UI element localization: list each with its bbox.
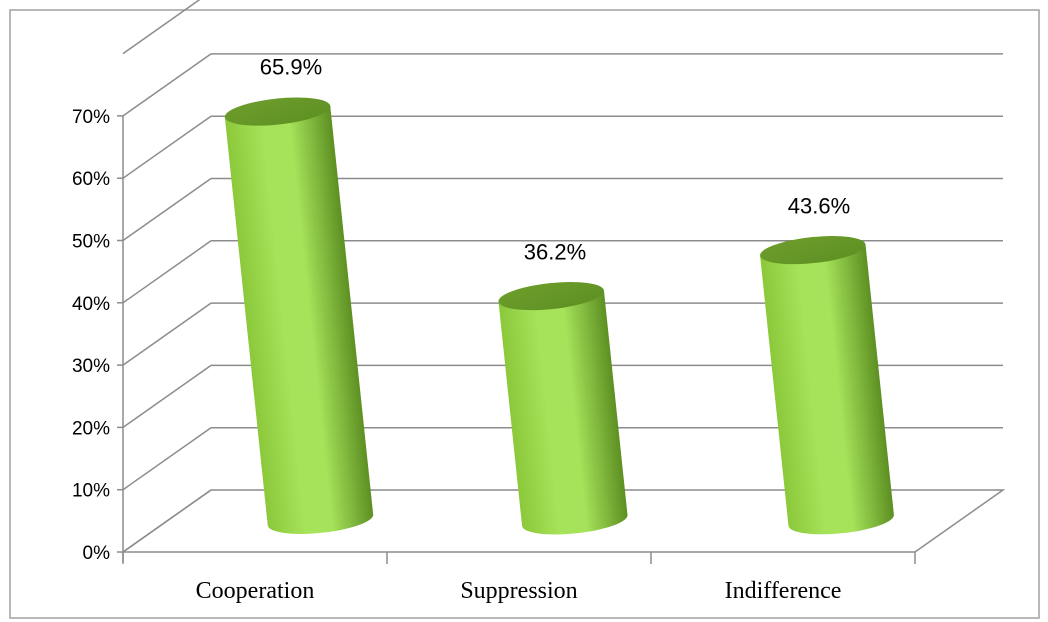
y-tick-labels: 0% 10% 20% 30% 40% 50% 60% 70% xyxy=(72,107,110,564)
x-tick-labels: Cooperation Suppression Indifference xyxy=(196,578,842,604)
side-gridline xyxy=(122,0,201,55)
bar-top xyxy=(224,97,331,126)
bar-cooperation xyxy=(224,97,374,534)
y-tick-label: 40% xyxy=(72,294,110,315)
x-tick-label: Suppression xyxy=(460,578,577,604)
bar-suppression xyxy=(498,282,628,535)
bar-top xyxy=(498,282,604,311)
data-label: 36.2% xyxy=(524,239,586,264)
y-tick-label: 70% xyxy=(72,107,110,128)
y-tick-label: 20% xyxy=(72,418,110,439)
side-gridline xyxy=(122,177,212,242)
axes xyxy=(117,115,1006,564)
bar-body xyxy=(224,106,374,534)
data-label: 65.9% xyxy=(260,54,322,79)
side-gridline xyxy=(122,240,212,304)
bars xyxy=(224,97,894,535)
y-tick-label: 10% xyxy=(72,481,110,502)
y-tick-label: 60% xyxy=(72,169,110,190)
y-tick-label: 0% xyxy=(83,543,111,564)
bar-body xyxy=(760,244,894,535)
data-labels: 65.9% 36.2% 43.6% xyxy=(260,54,850,264)
side-gridline xyxy=(122,53,212,117)
bar-indifference xyxy=(760,236,894,535)
y-tick-label: 30% xyxy=(72,356,110,377)
side-gridline xyxy=(122,302,212,366)
side-gridline xyxy=(122,427,212,491)
y-tick-label: 50% xyxy=(72,232,110,253)
bar-top xyxy=(760,236,866,265)
side-gridline xyxy=(122,115,212,179)
x-tick-label: Indifference xyxy=(725,578,842,604)
bar-body xyxy=(498,290,628,535)
x-tick-label: Cooperation xyxy=(196,578,315,604)
side-gridline xyxy=(122,364,212,429)
data-label: 43.6% xyxy=(788,193,850,218)
